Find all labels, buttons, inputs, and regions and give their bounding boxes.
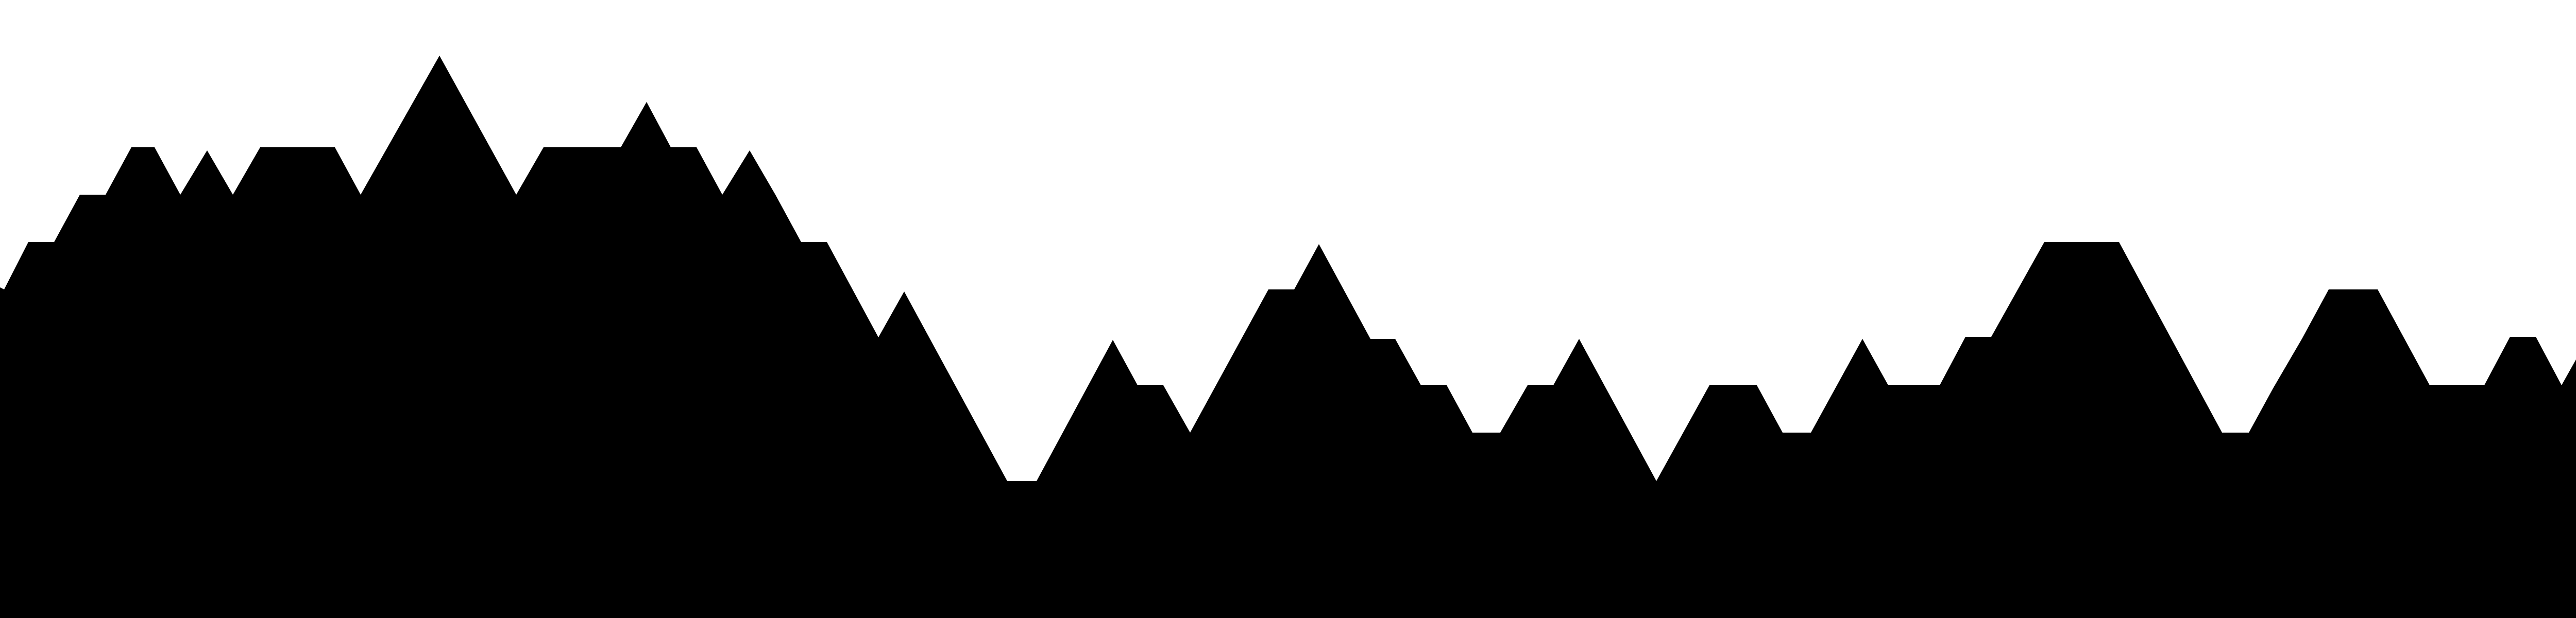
mountain-ridge-shape [0, 56, 2576, 618]
